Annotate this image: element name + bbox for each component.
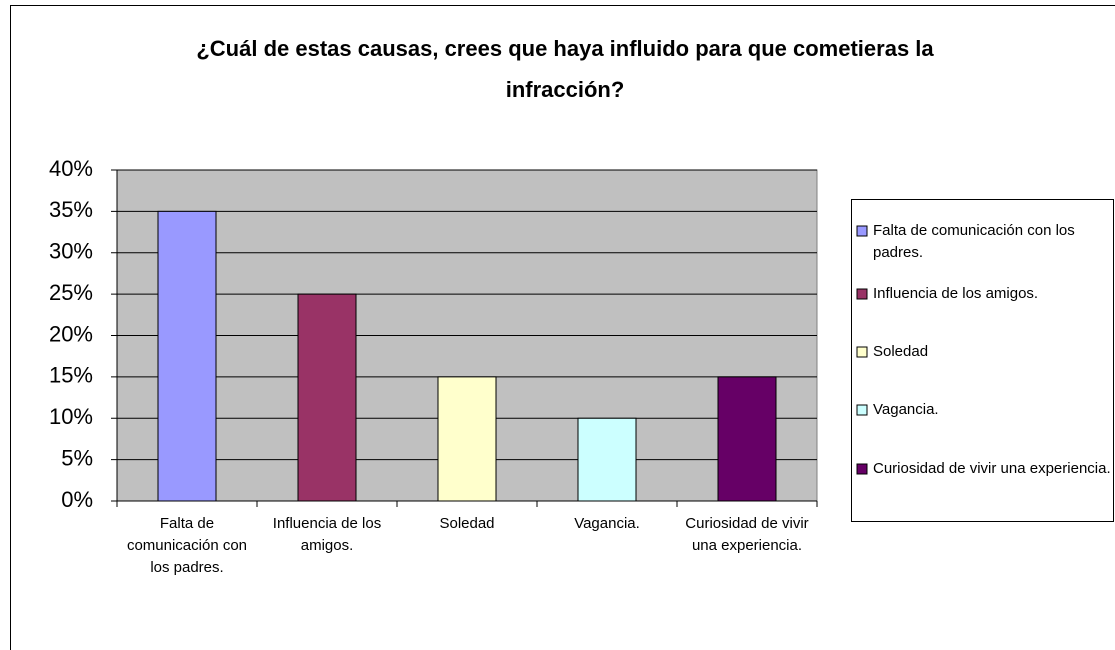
legend-swatch (856, 404, 868, 416)
y-tick-label: 0% (61, 487, 93, 512)
legend-label: Vagancia. (873, 401, 939, 418)
legend-swatch (856, 463, 868, 475)
legend-label-box: Influencia de los amigos. (873, 285, 1039, 302)
y-tick-label: 10% (49, 404, 93, 429)
y-tick-label: 40% (49, 156, 93, 181)
legend-label: Influencia de los amigos. (873, 285, 1039, 302)
legend-label: Curiosidad de vivir una experiencia. (873, 460, 1111, 477)
legend-swatch (856, 225, 868, 237)
bar (437, 376, 497, 502)
legend-label: Falta de comunicación con los padres. (873, 222, 1075, 261)
y-tick-label: 35% (49, 197, 93, 222)
chart-title: ¿Cuál de estas causas, crees que haya in… (196, 36, 934, 102)
legend-label-box: Soledad (873, 343, 929, 360)
chart-title-box: ¿Cuál de estas causas, crees que haya in… (196, 36, 934, 102)
bar (297, 293, 357, 502)
x-tick-label: Soledad (439, 515, 495, 532)
legend-label-box: Curiosidad de vivir una experiencia. (873, 460, 1111, 477)
legend-label-box: Falta de comunicación con los padres. (873, 222, 1075, 261)
y-tick-label: 25% (49, 280, 93, 305)
y-tick-label: 5% (61, 445, 93, 470)
bar (157, 210, 217, 502)
x-tick-label-box: Influencia de los amigos. (272, 515, 382, 554)
bar (717, 376, 777, 502)
x-tick-label: Falta de comunicación con los padres. (126, 515, 248, 576)
legend-swatch (856, 346, 868, 358)
x-tick-label: Vagancia. (574, 515, 640, 532)
bar (577, 417, 637, 502)
x-tick-label: Influencia de los amigos. (272, 515, 382, 554)
x-tick-label: Curiosidad de vivir una experiencia. (685, 515, 809, 554)
x-tick-label-box: Soledad (439, 515, 495, 532)
y-tick-label: 30% (49, 239, 93, 264)
legend-swatch (856, 288, 868, 300)
y-tick-label: 20% (49, 321, 93, 346)
legend-box (851, 199, 1114, 522)
y-tick-label: 15% (49, 363, 93, 388)
x-tick-label-box: Vagancia. (574, 515, 640, 532)
legend-label: Soledad (873, 343, 929, 360)
legend-label-box: Vagancia. (873, 401, 939, 418)
x-tick-label-box: Curiosidad de vivir una experiencia. (685, 515, 809, 554)
x-tick-label-box: Falta de comunicación con los padres. (126, 515, 248, 576)
